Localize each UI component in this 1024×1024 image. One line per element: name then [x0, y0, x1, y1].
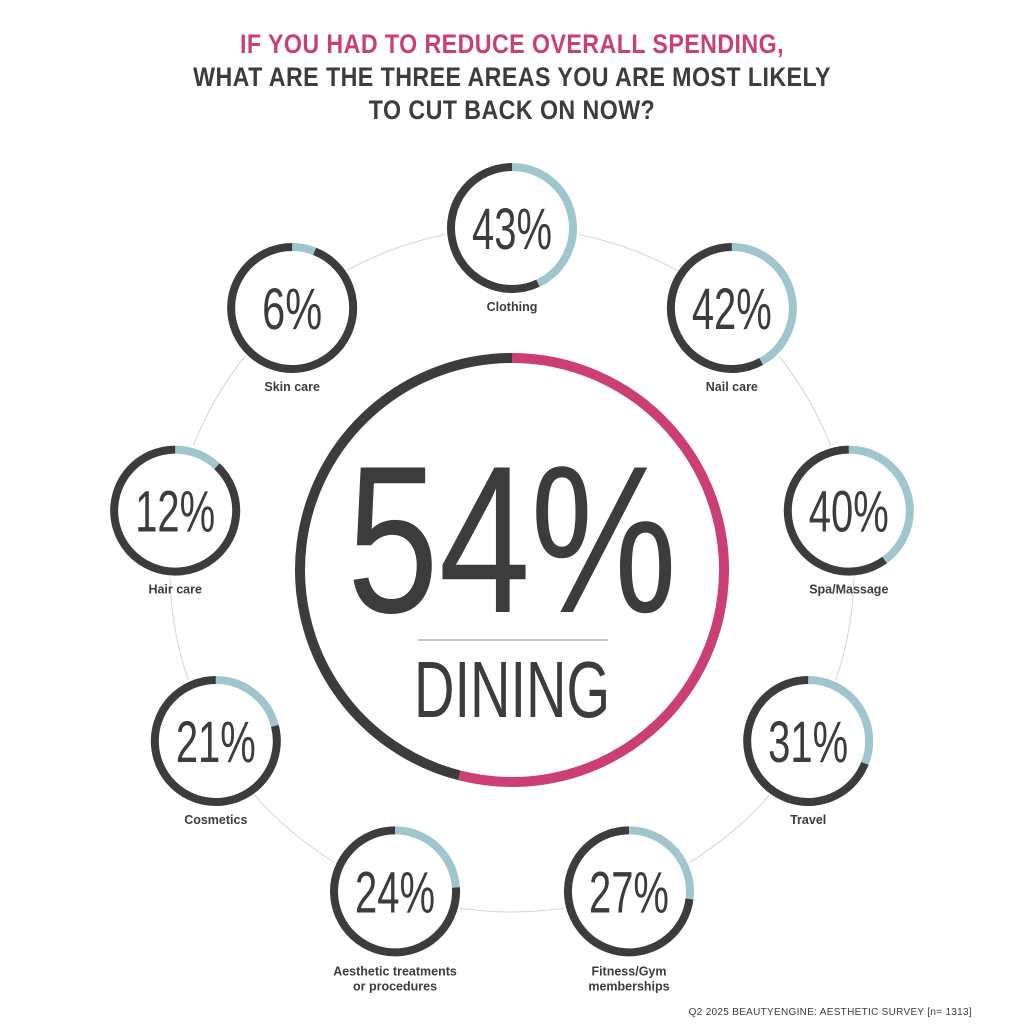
bubble-value-arc-aesthetic-treatments-or-procedures [394, 826, 460, 888]
bubble-value-arc-hair-care [175, 445, 220, 470]
bubble-bg-hair-care [108, 443, 243, 578]
bubble-value-arc-spa-massage [848, 445, 914, 564]
value-label-skin-care: 6% [262, 277, 322, 342]
value-label-aesthetic-treatments-or-procedures: 24% [355, 860, 435, 925]
highlight-category-label: DINING [414, 645, 610, 734]
highlight-ring-remainder-arc [295, 353, 513, 781]
category-label-cosmetics: Cosmetics [184, 813, 247, 827]
title-line-3: TO CUT BACK ON NOW? [368, 95, 656, 125]
bubble-remainder-arc-skin-care [227, 243, 358, 373]
bubble-remainder-arc-travel [743, 676, 869, 806]
value-label-spa-massage: 40% [809, 480, 889, 545]
category-label-fitness-gym-memberships: Fitness/Gym memberships [588, 964, 669, 993]
title-line-2: WHAT ARE THE THREE AREAS YOU ARE MOST LI… [193, 62, 831, 92]
highlight-ring-value-arc [458, 353, 729, 787]
category-label-travel: Travel [790, 813, 826, 827]
bubble-remainder-arc-aesthetic-treatments-or-procedures [330, 826, 460, 957]
bubble-bg-nail-care [664, 241, 799, 376]
value-label-nail-care: 42% [692, 277, 772, 342]
bubble-value-arc-cosmetics [215, 676, 279, 727]
bubble-remainder-arc-fitness-gym-memberships [563, 826, 694, 957]
source-note: Q2 2025 BEAUTYENGINE: AESTHETIC SURVEY [… [688, 1007, 972, 1018]
category-label-hair-care: Hair care [148, 583, 202, 597]
bubble-bg-aesthetic-treatments-or-procedures [328, 824, 463, 959]
bubble-bg-clothing [445, 161, 579, 295]
bubble-remainder-arc-hair-care [110, 445, 241, 576]
bubble-remainder-arc-nail-care [666, 243, 764, 373]
bubble-value-arc-travel [808, 676, 874, 765]
bubble-bg-cosmetics [148, 674, 283, 808]
bubble-remainder-arc-clothing [446, 163, 540, 293]
bubble-bg-travel [741, 674, 876, 808]
bubble-value-arc-skin-care [292, 243, 317, 256]
value-label-cosmetics: 21% [176, 710, 256, 775]
bubble-remainder-arc-cosmetics [150, 676, 281, 806]
highlight-value-label: 54% [347, 422, 677, 657]
chart-title: IF YOU HAD TO REDUCE OVERALL SPENDING, W… [72, 28, 953, 127]
category-label-skin-care: Skin care [264, 380, 320, 394]
value-label-fitness-gym-memberships: 27% [589, 860, 669, 925]
category-label-clothing: Clothing [487, 300, 538, 314]
value-label-hair-care: 12% [135, 480, 215, 545]
bubble-remainder-arc-spa-massage [783, 445, 888, 576]
title-line-1: IF YOU HAD TO REDUCE OVERALL SPENDING, [239, 29, 785, 59]
bubble-value-arc-nail-care [731, 243, 797, 365]
bubble-bg-fitness-gym-memberships [561, 824, 696, 959]
bubble-value-arc-clothing [511, 163, 577, 287]
value-label-clothing: 43% [472, 197, 552, 262]
category-label-nail-care: Nail care [706, 380, 758, 394]
category-label-spa-massage: Spa/Massage [809, 583, 888, 597]
bubble-bg-skin-care [225, 241, 360, 376]
bubble-value-arc-fitness-gym-memberships [628, 826, 694, 900]
value-label-travel: 31% [768, 710, 848, 775]
bubble-bg-spa-massage [781, 443, 916, 578]
category-label-aesthetic-treatments-or-procedures: Aesthetic treatments or procedures [333, 964, 457, 993]
